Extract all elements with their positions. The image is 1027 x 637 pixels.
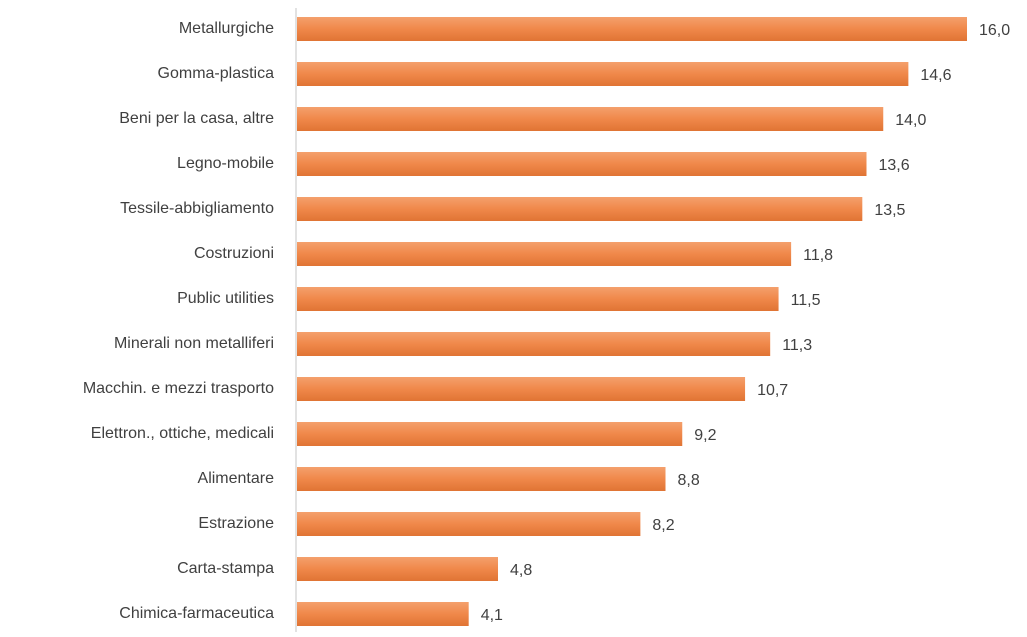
value-label: 9,2 [694,427,716,444]
bar [297,107,884,131]
category-label: Macchin. e mezzi trasporto [83,380,274,397]
value-label: 10,7 [757,382,788,399]
value-label: 8,2 [652,517,674,534]
category-label: Elettron., ottiche, medicali [91,425,274,442]
category-label: Metallurgiche [179,20,274,37]
value-label: 14,0 [895,112,926,129]
bar [297,422,683,446]
value-label: 11,3 [782,337,812,354]
value-label: 13,6 [879,157,910,174]
category-label: Estrazione [198,515,274,532]
category-label: Legno-mobile [177,155,274,172]
value-label: 11,5 [791,292,821,309]
bar [297,602,469,626]
category-label: Alimentare [198,470,275,487]
value-label: 11,8 [803,247,833,264]
category-label: Beni per la casa, altre [119,110,274,127]
bar [297,512,641,536]
bar [297,152,867,176]
value-label: 4,1 [481,607,503,624]
category-label: Costruzioni [194,245,274,262]
bar [297,17,967,41]
category-label: Tessile-abbigliamento [120,200,274,217]
value-label: 8,8 [678,472,700,489]
category-label: Chimica-farmaceutica [119,605,274,622]
category-label: Public utilities [177,290,274,307]
value-label: 13,5 [874,202,905,219]
bar [297,242,792,266]
bar [297,197,863,221]
bar [297,62,909,86]
category-label: Gomma-plastica [158,65,275,82]
value-label: 14,6 [920,67,951,84]
value-label: 4,8 [510,562,532,579]
bar [297,332,771,356]
category-label: Carta-stampa [177,560,274,577]
bar [297,467,666,491]
bar [297,557,498,581]
category-label: Minerali non metalliferi [114,335,274,352]
value-label: 16,0 [979,22,1010,39]
bar [297,287,779,311]
bar [297,377,746,401]
